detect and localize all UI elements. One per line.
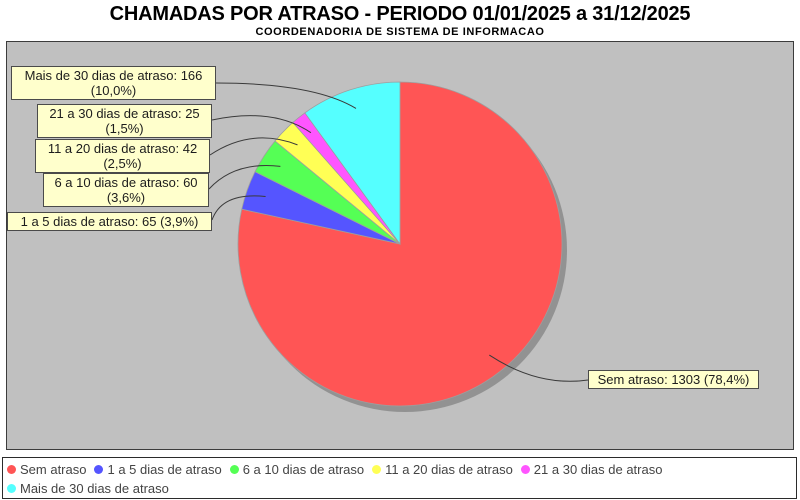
callout-text: 6 a 10 dias de atraso: 60	[54, 175, 198, 190]
legend: Sem atraso 1 a 5 dias de atraso 6 a 10 dia…	[2, 457, 797, 499]
legend-item-label: 1 a 5 dias de atraso	[107, 462, 222, 477]
leader-line-6-a-10-dias-de-atraso	[208, 165, 281, 190]
legend-item-label: Mais de 30 dias de atraso	[20, 481, 169, 496]
callout-pct: (2,5%)	[103, 156, 142, 171]
legend-color-dot	[229, 465, 239, 474]
leader-line-11-a-20-dias-de-atraso	[209, 137, 298, 156]
legend-item-21-a-30-dias-de-atraso: 21 a 30 dias de atraso	[520, 462, 663, 477]
callout-pct: (3,6%)	[106, 190, 146, 205]
legend-item-sem-atraso: Sem atraso	[7, 462, 86, 477]
callout-21-a-30-dias: 21 a 30 dias de atraso: 25 (1,5%)	[37, 104, 212, 138]
chart-title: CHAMADAS POR ATRASO - PERIODO 01/01/2025…	[109, 3, 691, 25]
callout-6-a-10-dias: 6 a 10 dias de atraso: 60 (3,6%)	[43, 173, 209, 207]
callout-mais-de-30-dias: Mais de 30 dias de atraso: 166 (10,0%)	[11, 66, 216, 100]
leader-line-mais-de-30-dias-de-atraso	[215, 82, 357, 109]
callout-pct: (1,5%)	[105, 121, 144, 136]
chart-subtitle: COORDENADORIA DE SISTEMA DE INFORMACAO	[255, 26, 545, 38]
legend-row-1: Sem atraso 1 a 5 dias de atraso 6 a 10 dia…	[7, 460, 792, 479]
leader-line-sem-atraso	[489, 354, 589, 382]
callout-11-a-20-dias: 11 a 20 dias de atraso: 42 (2,5%)	[35, 139, 210, 173]
legend-color-dot	[7, 484, 16, 493]
callout-text: 1 a 5 dias de atraso: 65 (3,9%)	[20, 214, 199, 229]
legend-row-2: Mais de 30 dias de atraso	[7, 479, 792, 498]
leader-line-21-a-30-dias-de-atraso	[211, 115, 312, 134]
leader-line-1-a-5-dias-de-atraso	[211, 195, 266, 221]
callout-text: 11 a 20 dias de atraso: 42	[47, 141, 198, 156]
legend-item-mais-de-30-dias-de-atraso: Mais de 30 dias de atraso	[7, 481, 169, 496]
callout-text: Sem atraso: 1303 (78,4%)	[597, 372, 750, 387]
legend-item-11-a-20-dias-de-atraso: 11 a 20 dias de atraso	[372, 462, 513, 477]
legend-item-label: 6 a 10 dias de atraso	[242, 462, 365, 477]
legend-color-dot	[94, 465, 104, 474]
legend-color-dot	[7, 465, 16, 474]
callout-text: Mais de 30 dias de atraso: 166	[24, 68, 203, 83]
callout-sem-atraso: Sem atraso: 1303 (78,4%)	[588, 370, 759, 389]
callout-text: 21 a 30 dias de atraso: 25	[49, 106, 200, 121]
pie-slice-mais-de-30-dias-de-atraso	[304, 81, 401, 246]
legend-item-label: 11 a 20 dias de atraso	[385, 462, 513, 477]
legend-item-label: Sem atraso	[20, 462, 87, 477]
callout-1-a-5-dias: 1 a 5 dias de atraso: 65 (3,9%)	[7, 212, 212, 231]
callout-pct: (10,0%)	[90, 83, 137, 98]
legend-item-6-a-10-dias-de-atraso: 6 a 10 dias de atraso	[229, 462, 365, 477]
legend-item-1-a-5-dias-de-atraso: 1 a 5 dias de atraso	[94, 462, 222, 477]
legend-color-dot	[372, 465, 382, 474]
legend-color-dot	[520, 465, 530, 474]
legend-item-label: 21 a 30 dias de atraso	[533, 462, 663, 477]
